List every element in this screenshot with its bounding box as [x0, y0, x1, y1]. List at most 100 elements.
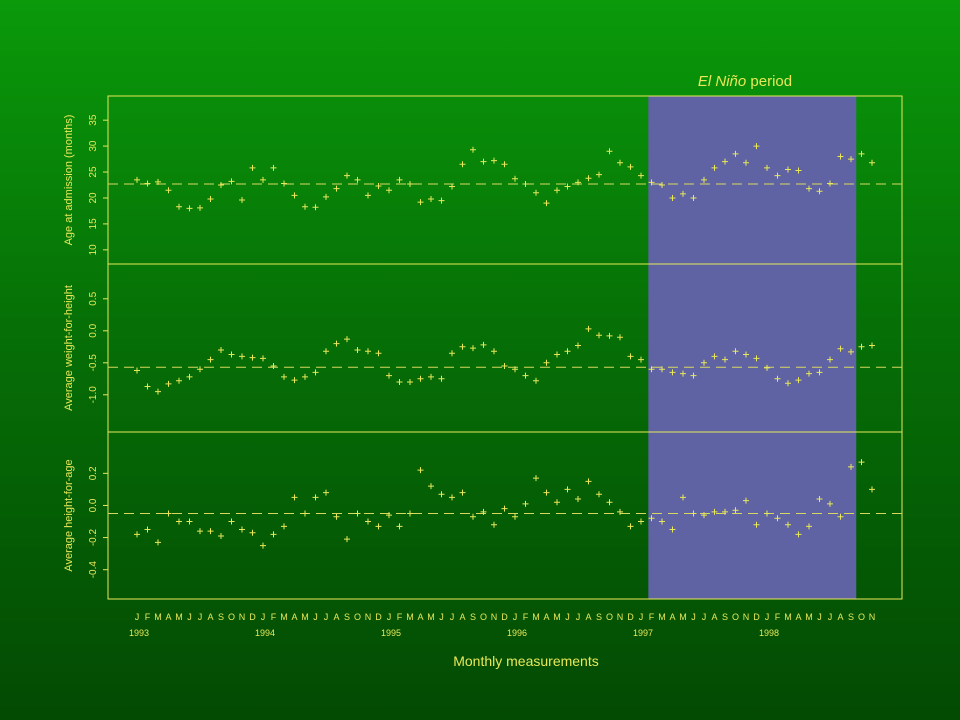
data-point — [344, 172, 350, 179]
data-point — [260, 355, 266, 362]
el-nino-label-italic: El Niño — [698, 73, 746, 90]
panel-2: -1.0 -0.5 0.0 0.5 Average weight-for-height — [63, 263, 903, 433]
month-label: A — [165, 612, 171, 622]
data-point — [785, 521, 791, 528]
data-point — [816, 496, 823, 503]
data-point — [438, 375, 445, 382]
data-point — [218, 182, 224, 188]
data-point — [795, 531, 802, 538]
month-label: J — [702, 612, 707, 622]
month-label: F — [775, 612, 781, 622]
month-label: S — [596, 612, 602, 622]
data-point — [249, 529, 256, 536]
data-point — [323, 489, 329, 496]
month-label: S — [848, 612, 854, 622]
data-point — [470, 146, 476, 153]
year-label: 1996 — [507, 628, 527, 638]
data-point — [795, 377, 802, 384]
month-label: F — [145, 612, 151, 622]
data-point — [155, 388, 161, 395]
month-label: N — [869, 612, 876, 622]
data-point — [659, 518, 665, 525]
month-label: M — [280, 612, 288, 622]
data-point — [144, 180, 151, 187]
data-point — [491, 157, 497, 164]
el-nino-highlight-layer — [648, 96, 857, 599]
data-point — [491, 521, 497, 528]
month-label: A — [795, 612, 801, 622]
data-point — [407, 510, 413, 517]
data-point — [743, 351, 749, 358]
data-point — [816, 188, 823, 195]
month-label: M — [679, 612, 687, 622]
year-label: 1997 — [633, 628, 653, 638]
data-point — [428, 483, 434, 490]
data-point — [764, 164, 770, 171]
month-label: F — [523, 612, 529, 622]
month-label: O — [354, 612, 361, 622]
data-point — [428, 196, 434, 203]
data-point — [428, 373, 434, 380]
data-point — [176, 518, 182, 525]
panels-layer: 10 15 20 25 30 35 Age at admission (months) -1.… — [63, 95, 903, 600]
month-label: M — [175, 612, 183, 622]
data-point — [606, 148, 613, 155]
data-point — [732, 507, 739, 514]
month-label: J — [513, 612, 518, 622]
month-label: J — [691, 612, 696, 622]
y-tick-label: 10 — [88, 244, 99, 256]
data-point — [533, 377, 539, 384]
y-axis-title: Average height-for-age — [63, 459, 75, 571]
year-label: 1995 — [381, 628, 401, 638]
data-point — [365, 192, 371, 199]
y-tick-label: 20 — [88, 192, 99, 204]
data-point — [522, 372, 529, 379]
month-label: D — [375, 612, 382, 622]
data-point — [375, 523, 382, 530]
data-point — [690, 510, 697, 517]
data-point — [291, 494, 298, 501]
month-label: A — [543, 612, 549, 622]
month-label: J — [828, 612, 833, 622]
data-point — [459, 489, 466, 496]
data-point — [155, 539, 161, 546]
data-point — [312, 494, 319, 501]
data-point — [837, 345, 844, 352]
y-tick-label: 0.0 — [88, 498, 99, 512]
y-axis-title: Age at admission (months) — [63, 115, 75, 246]
data-point — [638, 518, 644, 525]
data-point — [795, 167, 802, 174]
month-label: A — [585, 612, 591, 622]
data-point — [690, 372, 697, 379]
data-point — [732, 348, 739, 355]
data-point — [785, 380, 791, 387]
data-point — [512, 175, 518, 182]
data-point — [438, 491, 445, 498]
month-label: S — [722, 612, 728, 622]
data-point — [659, 366, 665, 373]
month-label: J — [187, 612, 192, 622]
el-nino-band — [648, 96, 857, 599]
data-point — [480, 158, 487, 165]
data-point — [806, 370, 812, 377]
data-point — [407, 180, 413, 187]
month-label: J — [576, 612, 581, 622]
month-label: A — [333, 612, 339, 622]
data-point — [291, 192, 298, 199]
month-label: S — [470, 612, 476, 622]
month-label: N — [239, 612, 246, 622]
data-point — [249, 164, 256, 171]
data-point — [701, 359, 707, 366]
data-point — [333, 340, 340, 347]
data-point — [501, 363, 508, 369]
data-point — [197, 204, 203, 211]
data-point — [218, 532, 224, 539]
month-label: D — [627, 612, 634, 622]
data-point — [732, 150, 739, 157]
data-point — [312, 369, 319, 376]
month-label: A — [837, 612, 843, 622]
month-label: M — [658, 612, 666, 622]
data-point — [554, 187, 560, 194]
month-label: A — [711, 612, 717, 622]
